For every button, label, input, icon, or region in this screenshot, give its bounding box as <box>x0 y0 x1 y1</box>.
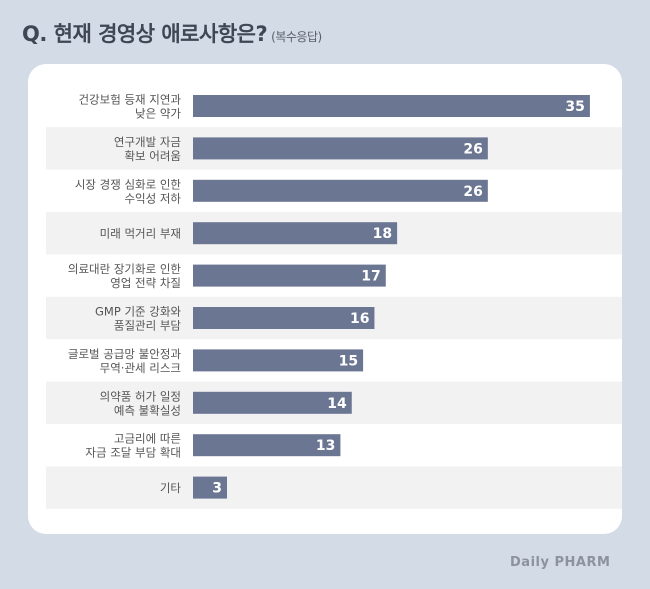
row-band <box>46 466 622 509</box>
bar <box>193 391 352 414</box>
category-label: 건강보험 등재 지연과 <box>78 93 181 107</box>
category-label: 확보 어려움 <box>124 149 181 163</box>
category-label: GMP 기준 강화와 <box>95 305 181 319</box>
category-label: 글로벌 공급망 불안정과 <box>68 347 182 361</box>
bar-value-label: 16 <box>350 311 369 327</box>
bar <box>193 476 228 499</box>
category-label: 고금리에 따른 <box>114 432 181 446</box>
chart-title: Q. 현재 경영상 애로사항은? (복수응답) <box>22 18 322 48</box>
bar <box>193 307 375 329</box>
dailypharm-logo: Daily PHARM <box>510 555 611 570</box>
category-label: 의약품 허가 일정 <box>100 389 181 403</box>
category-label: 시장 경쟁 심화로 인한 <box>75 177 182 191</box>
category-label: 의료대란 장기화로 인한 <box>68 262 182 276</box>
chart-title-text: Q. 현재 경영상 애로사항은? <box>22 22 268 46</box>
bar <box>193 264 386 287</box>
bar <box>193 137 488 160</box>
category-label: 미래 먹거리 부재 <box>100 227 181 241</box>
bar <box>193 95 590 117</box>
category-label: 연구개발 자금 <box>114 135 181 149</box>
bar <box>193 434 341 457</box>
category-label: 영업 전략 차질 <box>110 276 181 290</box>
category-label: 품질관리 부담 <box>114 319 182 333</box>
bar-value-label: 13 <box>316 438 335 454</box>
bar <box>193 222 398 245</box>
bar <box>193 349 364 372</box>
category-label: 무역·관세 리스크 <box>100 361 181 375</box>
bar-value-label: 18 <box>373 226 392 242</box>
chart-subtitle: (복수응답) <box>271 30 322 44</box>
bar-value-label: 26 <box>463 141 482 157</box>
bar <box>193 179 488 202</box>
category-label: 기타 <box>160 481 182 495</box>
category-label: 예측 불확실성 <box>114 403 181 417</box>
category-label: 낮은 약가 <box>135 107 181 121</box>
category-label: 자금 조달 부담 확대 <box>85 446 181 460</box>
category-label: 수익성 저하 <box>124 191 181 205</box>
chart-card: 35 건강보험 등재 지연과 낮은 약가 26 연구개발 자금 확보 어려움 26 시장 경쟁… <box>28 64 622 534</box>
bar-value-label: 35 <box>565 99 584 115</box>
bar-value-label: 14 <box>327 396 347 412</box>
bar-value-label: 26 <box>463 184 482 200</box>
bar-value-label: 17 <box>361 269 380 285</box>
bar-value-label: 3 <box>212 481 222 497</box>
bar-value-label: 15 <box>339 353 358 369</box>
